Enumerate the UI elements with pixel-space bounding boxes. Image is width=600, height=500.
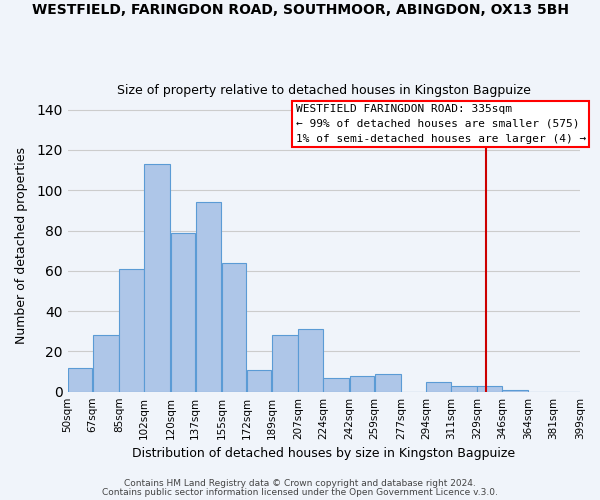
Bar: [196, 202, 221, 392]
Text: WESTFIELD, FARINGDON ROAD, SOUTHMOOR, ABINGDON, OX13 5BH: WESTFIELD, FARINGDON ROAD, SOUTHMOOR, AB…: [32, 2, 569, 16]
Bar: [93, 336, 119, 392]
Y-axis label: Number of detached properties: Number of detached properties: [15, 147, 28, 344]
Bar: [323, 378, 349, 392]
X-axis label: Distribution of detached houses by size in Kingston Bagpuize: Distribution of detached houses by size …: [132, 447, 515, 460]
Bar: [426, 382, 451, 392]
Text: Contains HM Land Registry data © Crown copyright and database right 2024.: Contains HM Land Registry data © Crown c…: [124, 480, 476, 488]
Bar: [222, 262, 247, 392]
Bar: [502, 390, 529, 392]
Bar: [247, 370, 271, 392]
Title: Size of property relative to detached houses in Kingston Bagpuize: Size of property relative to detached ho…: [117, 84, 531, 97]
Text: Contains public sector information licensed under the Open Government Licence v.: Contains public sector information licen…: [102, 488, 498, 497]
Bar: [119, 269, 143, 392]
Bar: [272, 336, 298, 392]
Text: WESTFIELD FARINGDON ROAD: 335sqm
← 99% of detached houses are smaller (575)
1% o: WESTFIELD FARINGDON ROAD: 335sqm ← 99% o…: [296, 104, 586, 144]
Bar: [68, 368, 92, 392]
Bar: [298, 329, 323, 392]
Bar: [478, 386, 502, 392]
Bar: [144, 164, 170, 392]
Bar: [451, 386, 477, 392]
Bar: [375, 374, 401, 392]
Bar: [170, 232, 195, 392]
Bar: [350, 376, 374, 392]
